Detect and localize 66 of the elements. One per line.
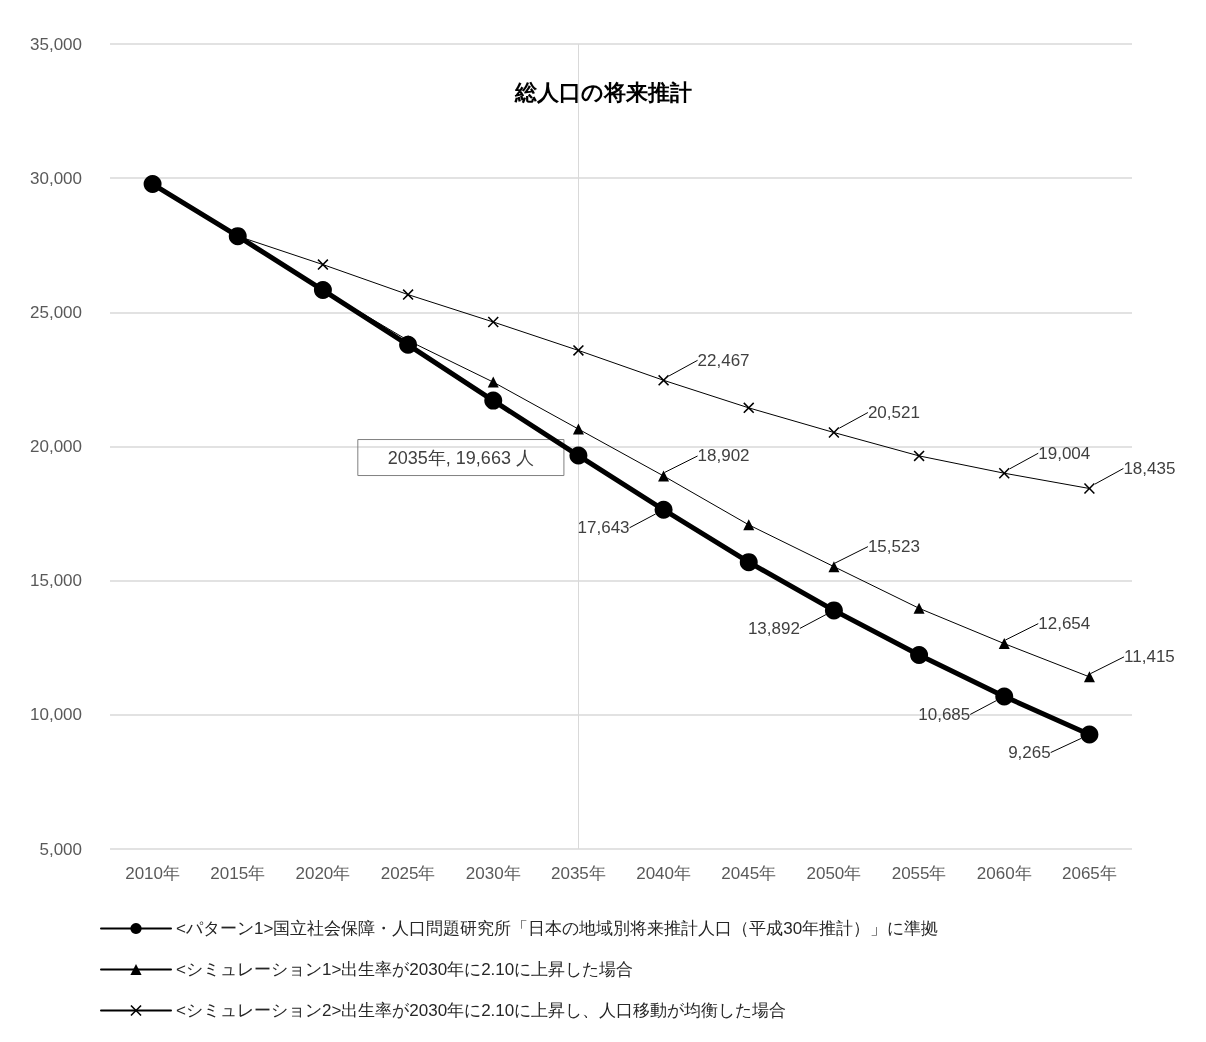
point (658, 374, 670, 386)
point (572, 423, 584, 435)
legend-label: <シミュレーション1>出生率が2030年に2.10に上昇した場合 (176, 960, 634, 979)
y-tick-label: 15,000 (30, 571, 82, 591)
data-label: 9,265 (1008, 743, 1051, 763)
x-tick-label: 2025年 (380, 864, 436, 883)
x-tick-label: 2035年 (551, 864, 606, 883)
data-label: 20,521 (867, 403, 920, 423)
point (910, 646, 929, 664)
point (743, 402, 755, 414)
point (143, 175, 162, 194)
x-tick-label: 2045年 (721, 864, 777, 883)
point (1080, 725, 1099, 744)
y-tick-label: 10,000 (30, 705, 82, 725)
x-tick-label: 2015年 (210, 864, 266, 883)
point (828, 427, 840, 439)
point (317, 259, 329, 271)
point (998, 467, 1010, 479)
point (658, 470, 670, 482)
point (399, 335, 418, 354)
x-tick-label: 2040年 (636, 864, 691, 883)
data-label: 19,004 (1038, 443, 1091, 463)
annotation: 2035年, 19,663 人 (387, 447, 534, 468)
data-label: 10,685 (918, 704, 971, 724)
x-tick-label: 2055年 (891, 864, 947, 883)
point (998, 638, 1010, 650)
point (484, 391, 503, 410)
data-label: 18,435 (1123, 458, 1176, 478)
y-tick-label: 5,000 (39, 839, 82, 859)
data-label: 15,523 (867, 537, 920, 557)
x-tick-label: 2020年 (295, 864, 351, 883)
point (572, 344, 584, 356)
legend-label: <パターン1>国立社会保障・人口問題研究所「日本の地域別将来推計人口（平成30年推計）」に準拠 (176, 919, 939, 938)
point (569, 446, 588, 465)
y-tick-label: 30,000 (30, 168, 82, 188)
point (487, 376, 499, 388)
point (654, 500, 673, 519)
point (1083, 482, 1095, 494)
point (402, 289, 414, 301)
data-label: 13,892 (747, 618, 800, 638)
x-tick-label: 2050年 (806, 864, 862, 883)
x-tick-label: 2030年 (465, 864, 521, 883)
y-tick-label: 20,000 (30, 437, 82, 456)
x-tick-label: 2060年 (976, 864, 1032, 883)
y-tick-label: 25,000 (30, 302, 82, 322)
y-tick-label: 35,000 (30, 34, 82, 54)
point (995, 687, 1014, 706)
x-tick-label: 2065年 (1062, 864, 1117, 883)
text: 総人口の将来推計 (513, 79, 692, 105)
data-label: 18,902 (697, 446, 750, 466)
point (913, 450, 925, 462)
point (743, 519, 755, 531)
point (1083, 671, 1095, 683)
point (739, 553, 758, 572)
point (228, 227, 247, 246)
point (487, 316, 499, 328)
legend-label: <シミュレーション2>出生率が2030年に2.10に上昇し、人口移動が均衡した場合 (176, 1001, 787, 1020)
data-label: 22,467 (697, 350, 750, 370)
point (913, 602, 925, 614)
data-label: 12,654 (1038, 614, 1091, 634)
data-label: 11,415 (1124, 647, 1175, 667)
point (824, 601, 843, 620)
point (828, 561, 840, 573)
data-label: 17,643 (577, 518, 630, 538)
x-tick-label: 2010年 (125, 864, 180, 883)
point (313, 281, 332, 300)
